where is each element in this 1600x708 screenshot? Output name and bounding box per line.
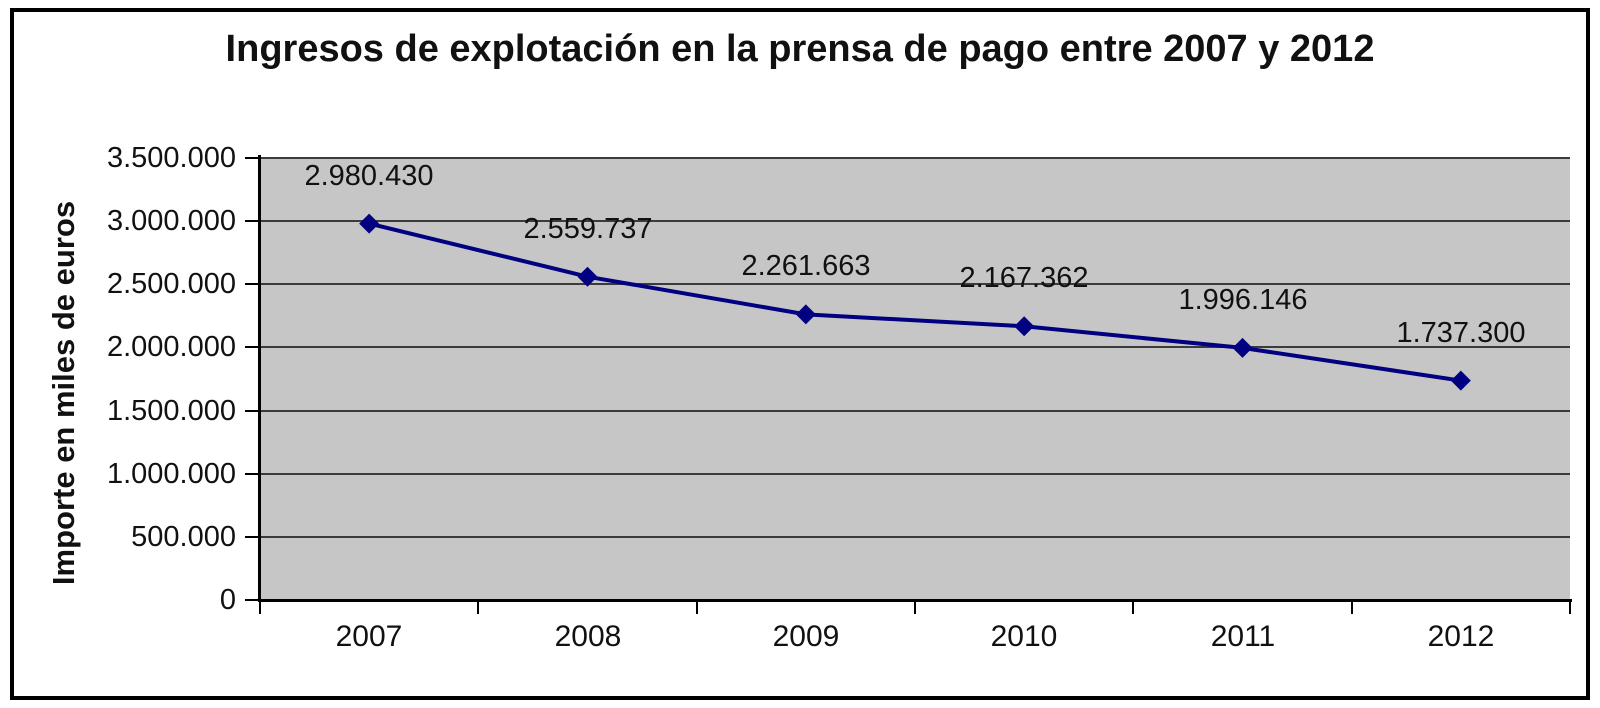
y-tick-label: 0 [219, 584, 236, 616]
data-point-label: 2.980.430 [304, 160, 434, 192]
x-axis-tick [1351, 602, 1353, 614]
x-tick-label: 2012 [1427, 620, 1495, 653]
y-axis-tick [245, 220, 260, 222]
x-tick-label: 2010 [990, 620, 1058, 653]
gridline [260, 220, 1570, 222]
y-tick-label: 3.000.000 [106, 205, 236, 237]
y-axis-tick [245, 283, 260, 285]
plot-area [260, 158, 1570, 600]
x-axis-tick [696, 602, 698, 614]
y-tick-label: 2.000.000 [106, 331, 236, 363]
x-axis-tick [259, 602, 261, 614]
gridline [260, 157, 1570, 159]
x-axis-tick [1569, 602, 1571, 614]
gridline [260, 536, 1570, 538]
gridline [260, 473, 1570, 475]
x-axis-line [258, 599, 1572, 602]
y-tick-label: 1.500.000 [106, 395, 236, 427]
x-tick-label: 2007 [335, 620, 403, 653]
data-point-label: 1.737.300 [1396, 317, 1526, 349]
y-axis-tick [245, 157, 260, 159]
chart-title: Ingresos de explotación en la prensa de … [225, 28, 1375, 70]
y-tick-label: 1.000.000 [106, 458, 236, 490]
x-axis-tick [477, 602, 479, 614]
y-axis-tick [245, 410, 260, 412]
y-axis-tick [245, 346, 260, 348]
y-axis-tick [245, 473, 260, 475]
x-tick-label: 2011 [1210, 620, 1276, 653]
gridline [260, 410, 1570, 412]
data-point-label: 2.559.737 [523, 213, 653, 245]
x-axis-tick [1132, 602, 1134, 614]
y-axis-line [258, 155, 261, 602]
x-axis-tick [914, 602, 916, 614]
data-point-label: 2.167.362 [959, 262, 1089, 294]
y-axis-tick [245, 599, 260, 601]
y-tick-label: 500.000 [131, 521, 236, 553]
x-tick-label: 2009 [772, 620, 840, 653]
data-point-label: 2.261.663 [741, 250, 871, 282]
y-tick-label: 3.500.000 [106, 142, 236, 174]
x-tick-label: 2008 [554, 620, 622, 653]
data-point-label: 1.996.146 [1178, 284, 1308, 316]
y-axis-tick [245, 536, 260, 538]
y-tick-label: 2.500.000 [106, 268, 236, 300]
